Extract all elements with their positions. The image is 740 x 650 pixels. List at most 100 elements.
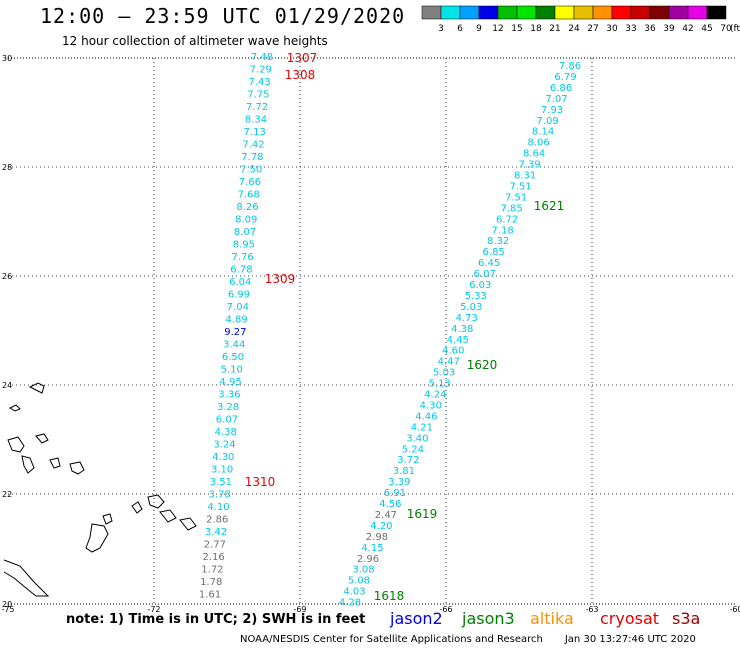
wave-height: 1.78 [200, 577, 222, 588]
wave-height: 4.56 [379, 499, 401, 510]
wave-height: 4.30 [212, 452, 234, 463]
wave-height: 7.93 [541, 105, 563, 116]
lon-tick: -75 [1, 605, 14, 614]
wave-height: 7.66 [239, 177, 261, 188]
lon-tick: -69 [293, 605, 306, 614]
scale-label: 70 [720, 24, 732, 34]
wave-height: 3.72 [397, 455, 419, 466]
lat-lon-grid [8, 58, 736, 604]
lon-tick: -72 [147, 605, 160, 614]
wave-height: 4.73 [456, 313, 478, 324]
wave-height: 7.29 [250, 65, 272, 76]
pass-time: 1307 [287, 51, 318, 65]
scale-label: 9 [476, 24, 482, 34]
satellite-altika: altika [530, 609, 574, 628]
wave-height: 9.27 [224, 327, 246, 338]
wave-height: 4.28 [339, 598, 361, 609]
wave-height: 3.24 [213, 440, 235, 451]
wave-height: 5.33 [465, 291, 487, 302]
scale-swatch [649, 5, 670, 20]
wave-height: 4.21 [411, 422, 433, 433]
scale-swatch [516, 5, 537, 20]
wave-height: 8.32 [487, 236, 509, 247]
wave-height: 6.04 [229, 277, 251, 288]
lat-tick: 28 [2, 163, 12, 172]
coastline-islands [3, 382, 197, 597]
wave-height: 7.75 [247, 90, 269, 101]
satellite-cryosat: cryosat [600, 609, 660, 628]
footer-credit: NOAA/NESDIS Center for Satellite Applica… [240, 634, 696, 645]
wave-height: 7.13 [244, 127, 266, 138]
credit-text: NOAA/NESDIS Center for Satellite Applica… [240, 634, 543, 645]
wave-height: 6.99 [228, 290, 250, 301]
satellite-jason2: jason2 [390, 609, 443, 628]
wave-height: 7.51 [505, 192, 527, 203]
wave-height: 6.72 [496, 214, 518, 225]
scale-swatch [611, 5, 632, 20]
wave-height: 7.86 [559, 61, 581, 72]
wave-height: 7.85 [500, 203, 522, 214]
wave-height: 3.28 [217, 402, 239, 413]
pass-time: 1620 [467, 358, 498, 372]
wave-height: 7.78 [241, 152, 263, 163]
wave-height: 5.03 [460, 302, 482, 313]
scale-label: 18 [530, 24, 542, 34]
wave-height: 5.10 [221, 365, 243, 376]
wave-height: 7.48 [251, 52, 273, 63]
wave-height: 4.60 [442, 346, 464, 357]
wave-height: 7.76 [232, 252, 254, 263]
scale-swatch [592, 5, 613, 20]
right-track-times: 1621 1620 1619 1618 [374, 199, 565, 603]
wave-height: 6.86 [550, 83, 572, 94]
pass-time: 1309 [265, 272, 296, 286]
wave-height: 6.50 [222, 352, 244, 363]
wave-height: 3.42 [205, 527, 227, 538]
scale-swatch [573, 5, 594, 20]
wave-height: 3.39 [388, 477, 410, 488]
wave-height: 8.07 [234, 227, 256, 238]
wave-height: 7.50 [240, 165, 262, 176]
wave-height: 7.07 [545, 94, 567, 105]
lat-tick: 24 [2, 381, 12, 390]
lon-tick: -63 [585, 605, 598, 614]
map-frame [8, 57, 736, 605]
scale-label: 27 [587, 24, 598, 34]
wave-height: 1.61 [199, 590, 221, 601]
wave-height: 4.38 [215, 427, 237, 438]
scale-swatch [421, 5, 442, 20]
wave-height: 3.44 [223, 340, 245, 351]
wave-height: 5.08 [348, 576, 370, 587]
wave-height: 8.06 [527, 138, 549, 149]
wave-height: 3.36 [218, 390, 240, 401]
scale-label: 36 [644, 24, 656, 34]
wave-height: 4.15 [361, 543, 383, 554]
wave-height: 8.64 [523, 149, 545, 160]
wave-height: 5.13 [429, 379, 451, 390]
wave-height: 2.96 [357, 554, 379, 565]
wave-height: 6.45 [478, 258, 500, 269]
wave-height: 4.30 [420, 400, 442, 411]
wave-height: 3.40 [406, 433, 428, 444]
pass-time: 1308 [285, 68, 316, 82]
wave-height: 7.18 [492, 225, 514, 236]
lat-tick: 30 [2, 54, 12, 63]
scale-swatch [497, 5, 518, 20]
wave-height: 6.07 [216, 415, 238, 426]
wave-height: 2.98 [366, 532, 388, 543]
wave-height: 4.10 [207, 502, 229, 513]
pass-time: 1310 [245, 475, 276, 489]
wave-height: 4.38 [451, 324, 473, 335]
scale-swatch [630, 5, 651, 20]
wave-height: 1.72 [201, 565, 223, 576]
scale-label: 39 [663, 24, 675, 34]
wave-height: 4.24 [424, 390, 446, 401]
footer-note: note: 1) Time is in UTC; 2) SWH is in fe… [66, 612, 366, 627]
wave-height: 7.68 [238, 190, 260, 201]
axis-tick-labels: 30 28 26 24 22 20-75 -72 -69 -66 -63 -60 [1, 54, 740, 614]
wave-height: 7.42 [242, 140, 264, 151]
pass-time: 1621 [534, 199, 565, 213]
scale-label: 21 [549, 24, 560, 34]
scale-swatch [459, 5, 480, 20]
